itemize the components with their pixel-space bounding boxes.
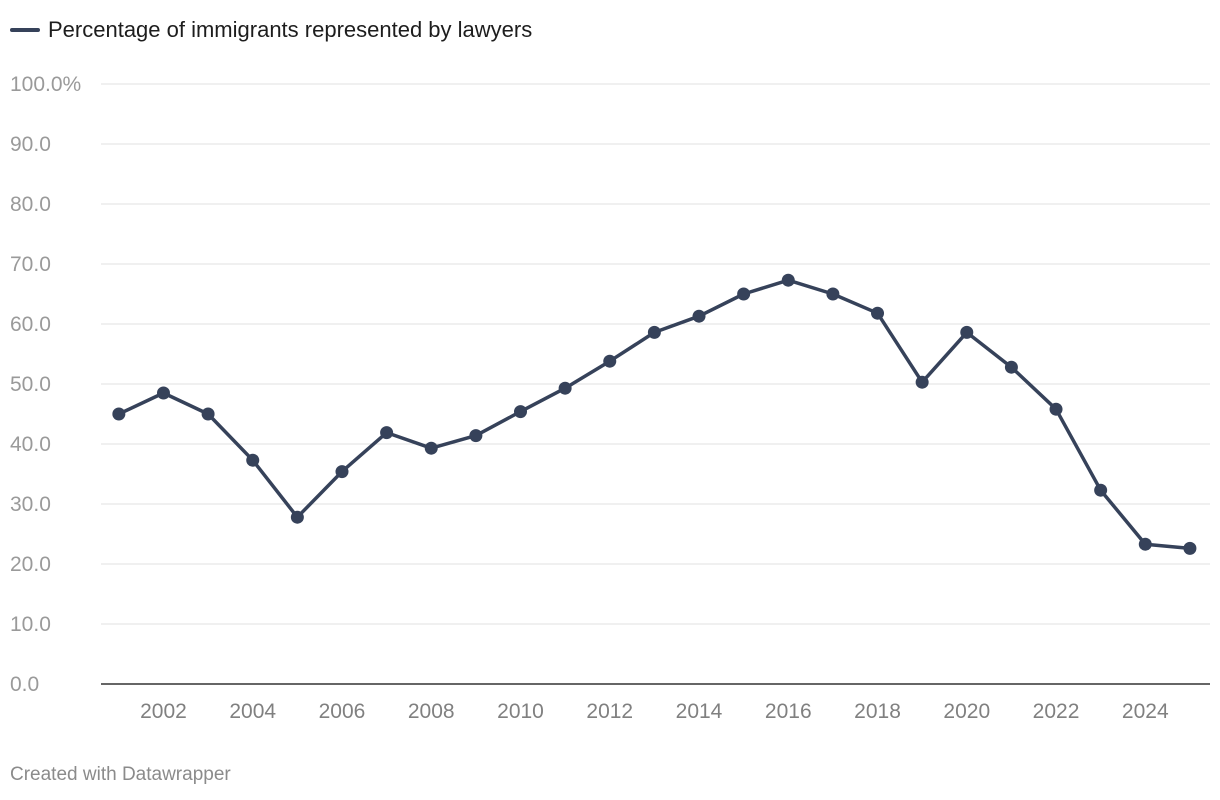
y-tick-label: 30.0 [10,493,51,516]
x-tick-label: 2004 [229,700,276,723]
data-point [1049,402,1063,416]
data-point [647,325,661,339]
data-point [737,287,751,301]
y-tick-label: 50.0 [10,373,51,396]
x-tick-label: 2020 [943,700,990,723]
data-point [424,441,438,455]
y-tick-label: 20.0 [10,553,51,576]
y-tick-label: 0.0 [10,673,39,696]
data-point [558,381,572,395]
data-point [1004,360,1018,374]
y-tick-label: 80.0 [10,193,51,216]
data-point [514,405,528,419]
x-tick-label: 2022 [1033,700,1080,723]
data-point [871,306,885,320]
x-tick-label: 2024 [1122,700,1169,723]
series-line [117,278,1192,551]
x-tick-label: 2002 [140,700,187,723]
data-point [781,273,795,287]
x-tick-label: 2010 [497,700,544,723]
data-point [692,309,706,323]
data-point [290,510,304,524]
data-point [246,453,260,467]
y-tick-label: 70.0 [10,253,51,276]
data-point [1094,483,1108,497]
y-tick-label: 100.0% [10,73,81,96]
data-point [603,354,617,368]
data-point [201,407,215,421]
x-tick-label: 2006 [319,700,366,723]
data-point [826,287,840,301]
legend-swatch [10,28,40,32]
footer-credit: Created with Datawrapper [10,764,231,785]
data-point [960,325,974,339]
data-point [335,465,349,479]
x-tick-label: 2014 [676,700,723,723]
y-tick-label: 10.0 [10,613,51,636]
line-chart: 100.0% 90.0 80.0 70.0 60.0 50.0 40.0 30.0 20.0 10… [10,73,1210,723]
y-tick-label: 60.0 [10,313,51,336]
x-tick-label: 2018 [854,700,901,723]
data-point [156,386,170,400]
legend-label: Percentage of immigrants represented by … [48,17,533,42]
data-point [1138,537,1152,551]
data-point [469,429,483,443]
x-tick-label: 2012 [586,700,633,723]
y-tick-label: 40.0 [10,433,51,456]
data-point [1183,541,1197,555]
data-point [915,375,929,389]
data-point [380,426,394,440]
chart-legend: Percentage of immigrants represented by … [10,16,532,44]
data-point [112,407,126,421]
x-tick-label: 2008 [408,700,455,723]
x-tick-label: 2016 [765,700,812,723]
y-tick-label: 90.0 [10,133,51,156]
